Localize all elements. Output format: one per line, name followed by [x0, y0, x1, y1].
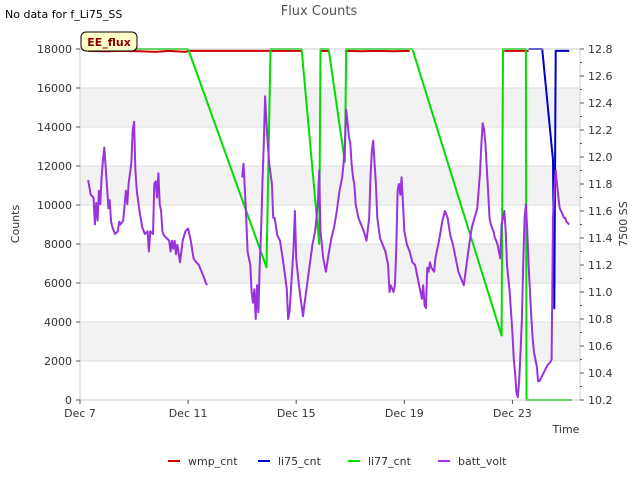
background-band: [80, 205, 580, 244]
y-tick-label: 4000: [44, 316, 72, 329]
y-axis-label: Counts: [9, 205, 22, 244]
ee-flux-badge[interactable]: EE_flux: [80, 31, 138, 52]
x-tick-label: Dec 23: [493, 407, 532, 420]
y2-tick-label: 12.6: [588, 70, 613, 83]
y2-tick-label: 11.4: [588, 232, 613, 245]
series-line-batt_volt: [87, 95, 570, 399]
legend-label-li75_cnt: li75_cnt: [278, 455, 322, 468]
background-band: [80, 166, 580, 205]
x-axis-label: Time: [552, 423, 580, 436]
legend-label-batt_volt: batt_volt: [458, 455, 507, 468]
background-band: [80, 322, 580, 361]
legend: wmp_cnt li75_cnt li77_cnt batt_volt: [168, 455, 507, 468]
y2-tick-label: 11.2: [588, 259, 613, 272]
plot-background-bands: [80, 49, 580, 400]
x-tick-label: Dec 7: [64, 407, 96, 420]
y2-tick-label: 11.8: [588, 178, 613, 191]
y2-tick-label: 12.0: [588, 151, 613, 164]
no-data-note: No data for f_Li75_SS: [5, 8, 122, 21]
legend-label-wmp_cnt: wmp_cnt: [188, 455, 238, 468]
y2-tick-label: 11.0: [588, 286, 613, 299]
y2-tick-label: 12.4: [588, 97, 613, 110]
y2-axis-label: 7500 SS: [617, 201, 630, 246]
y2-tick-label: 10.2: [588, 394, 613, 407]
x-tick-label: Dec 19: [385, 407, 424, 420]
axes-group: 0 2000 4000 6000 8000 10000 12000 14000 16000 180…: [37, 43, 613, 420]
legend-label-li77_cnt: li77_cnt: [368, 455, 412, 468]
y-tick-label: 8000: [44, 238, 72, 251]
series-line-wmp_cnt: [88, 49, 529, 53]
x-tick-label: Dec 11: [169, 407, 208, 420]
y-tick-label: 2000: [44, 355, 72, 368]
y2-tick-label: 12.8: [588, 43, 613, 56]
background-band: [80, 88, 580, 127]
y-tick-label: 16000: [37, 82, 72, 95]
y2-tick-label: 12.2: [588, 124, 613, 137]
y-tick-label: 0: [65, 394, 72, 407]
y2-tick-label: 10.4: [588, 367, 613, 380]
y-tick-label: 14000: [37, 121, 72, 134]
y2-tick-label: 10.6: [588, 340, 613, 353]
background-band: [80, 127, 580, 166]
y2-tick-label: 11.6: [588, 205, 613, 218]
y-tick-label: 18000: [37, 43, 72, 56]
x-tick-label: Dec 15: [277, 407, 316, 420]
background-band: [80, 361, 580, 400]
background-band: [80, 283, 580, 322]
chart-title: Flux Counts: [281, 4, 358, 19]
ee-flux-badge-box: [80, 31, 138, 52]
y-tick-label: 10000: [37, 199, 72, 212]
y2-tick-label: 10.8: [588, 313, 613, 326]
y-tick-label: 12000: [37, 160, 72, 173]
y-tick-label: 6000: [44, 277, 72, 290]
ee-flux-badge-label: EE_flux: [87, 36, 131, 49]
